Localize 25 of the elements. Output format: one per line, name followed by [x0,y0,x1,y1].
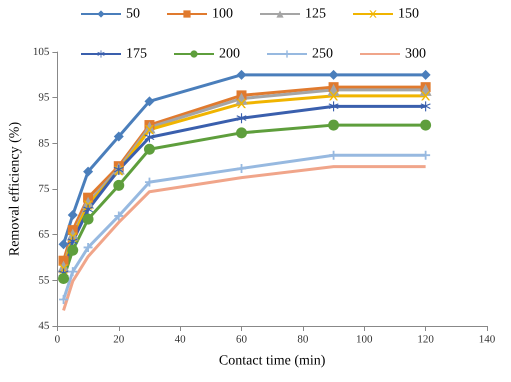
legend-label: 300 [405,46,426,62]
y-tick-label: 55 [38,274,50,286]
x-tick-label: 20 [113,334,125,346]
legend-label: 150 [398,6,419,22]
x-tick-label: 100 [356,334,374,346]
y-tick-label: 105 [32,46,50,58]
y-tick-label: 85 [38,137,50,150]
x-tick-label: 140 [478,334,496,346]
legend-label: 125 [305,6,326,22]
x-axis-title: Contact time (min) [218,354,326,368]
y-axis-title: Removal efficiency (%) [8,122,22,256]
legend-label: 200 [219,46,240,62]
x-tick-label: 80 [297,334,309,346]
y-tick-label: 95 [38,92,50,104]
legend-label: 100 [212,6,233,22]
x-tick-label: 0 [54,334,61,346]
legend-label: 175 [126,46,147,62]
legend-label: 50 [126,6,140,22]
y-tick-label: 45 [38,320,50,332]
y-tick-label: 65 [38,228,50,241]
x-tick-label: 60 [236,334,248,346]
legend-label: 250 [312,46,333,62]
x-tick-label: 40 [174,334,186,346]
x-tick-label: 120 [417,334,434,346]
y-tick-label: 75 [38,183,50,195]
